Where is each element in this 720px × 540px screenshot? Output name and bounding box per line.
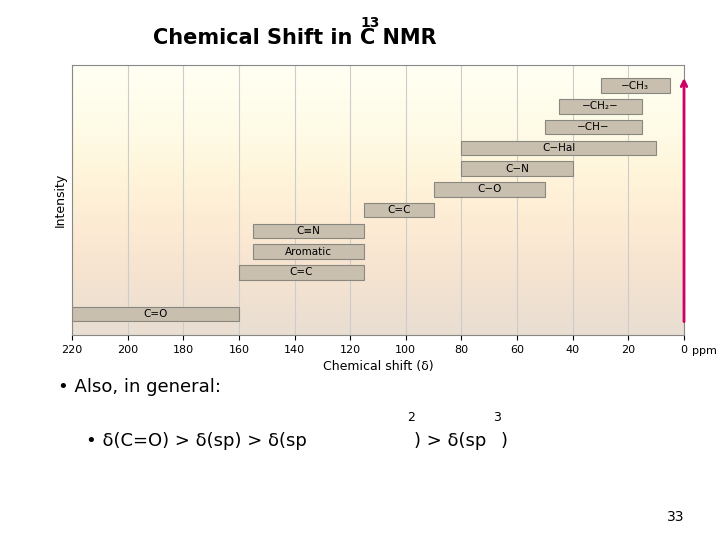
FancyBboxPatch shape [433, 182, 545, 197]
FancyBboxPatch shape [462, 161, 572, 176]
Text: −CH−: −CH− [577, 122, 610, 132]
Text: C−N: C−N [505, 164, 529, 174]
FancyBboxPatch shape [364, 203, 433, 218]
Text: ppm: ppm [693, 347, 717, 356]
FancyBboxPatch shape [559, 99, 642, 113]
Text: ) > δ(sp: ) > δ(sp [414, 432, 487, 450]
FancyBboxPatch shape [253, 245, 364, 259]
Text: Aromatic: Aromatic [285, 247, 332, 256]
Text: 3: 3 [493, 411, 501, 424]
Text: 13: 13 [360, 16, 379, 30]
Text: C−O: C−O [477, 185, 501, 194]
FancyBboxPatch shape [545, 120, 642, 134]
Text: C=O: C=O [143, 309, 168, 319]
FancyBboxPatch shape [72, 307, 239, 321]
Text: −CH₃: −CH₃ [621, 80, 649, 91]
FancyBboxPatch shape [253, 224, 364, 238]
Text: −CH₂−: −CH₂− [582, 102, 619, 111]
FancyBboxPatch shape [462, 140, 656, 155]
Text: C=C: C=C [387, 205, 410, 215]
Y-axis label: Intensity: Intensity [53, 173, 66, 227]
Text: • δ(C=O) > δ(sp) > δ(sp: • δ(C=O) > δ(sp) > δ(sp [86, 432, 307, 450]
Text: C−Hal: C−Hal [542, 143, 575, 153]
Text: Chemical Shift in: Chemical Shift in [153, 28, 360, 48]
Text: 33: 33 [667, 510, 684, 524]
Text: C=C: C=C [289, 267, 313, 278]
Text: • Also, in general:: • Also, in general: [58, 378, 220, 396]
FancyBboxPatch shape [600, 78, 670, 93]
Text: 2: 2 [407, 411, 415, 424]
Text: ): ) [500, 432, 508, 450]
Text: C NMR: C NMR [360, 28, 436, 48]
X-axis label: Chemical shift (δ): Chemical shift (δ) [323, 360, 433, 373]
FancyBboxPatch shape [239, 265, 364, 280]
Text: C≡N: C≡N [297, 226, 320, 236]
